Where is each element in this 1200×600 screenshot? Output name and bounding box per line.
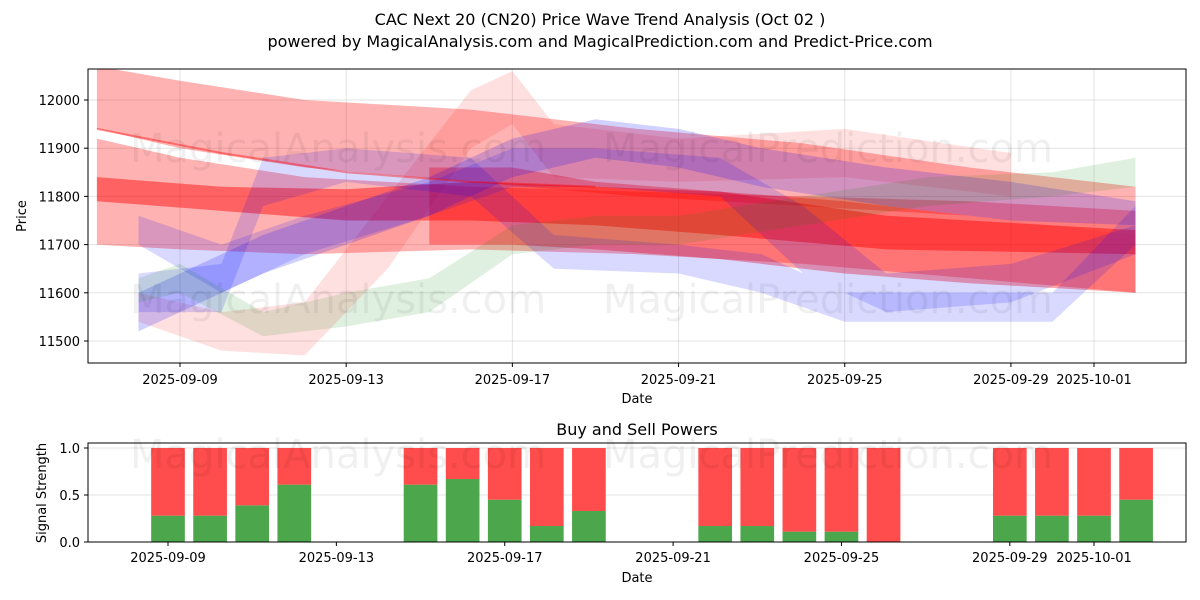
- sell-bar: [1035, 448, 1069, 516]
- bar-y-axis: 0.0 0.5 1.0: [59, 442, 88, 551]
- bar-x-tick-label: 2025-09-29: [972, 551, 1048, 566]
- wave-band-red-2: [96, 177, 1136, 255]
- buy-bar: [572, 510, 606, 542]
- sell-bar: [782, 448, 817, 532]
- bar-y-tick-label: 1.0: [59, 442, 80, 457]
- buy-bar: [403, 484, 438, 542]
- watermark-1: MagicalAnalysis.com: [130, 126, 546, 172]
- trend-line: [96, 127, 596, 188]
- price-x-tick-label: 2025-10-01: [1056, 373, 1132, 388]
- buy-bar: [1035, 515, 1069, 542]
- sell-bar: [529, 448, 564, 527]
- buy-bar: [277, 484, 312, 542]
- price-y-tick-label: 11700: [39, 239, 80, 254]
- sell-bar: [445, 448, 480, 480]
- buy-bar: [698, 526, 733, 542]
- bar-y-axis-label: Signal Strength: [35, 443, 50, 543]
- sell-bar: [277, 448, 312, 485]
- sell-bar: [1077, 448, 1111, 516]
- buy-bar: [235, 505, 270, 542]
- watermark-4: MagicalPrediction.com: [603, 277, 1053, 323]
- wave-band-red-4: [138, 71, 1011, 356]
- price-plot-frame: [87, 68, 1187, 364]
- buy-bar: [193, 515, 227, 542]
- buy-bar: [1077, 515, 1111, 542]
- wave-band-blue-7: [138, 148, 1136, 313]
- sell-bar: [235, 448, 270, 506]
- price-x-tick-label: 2025-09-09: [142, 373, 218, 388]
- buy-bar: [487, 499, 522, 542]
- bar-x-axis: 2025-09-09 2025-09-13 2025-09-17 2025-09-21…: [130, 542, 1132, 566]
- sell-bar: [824, 448, 859, 532]
- price-y-tick-label: 11800: [39, 190, 80, 205]
- buy-bar: [740, 526, 775, 542]
- price-x-tick-label: 2025-09-13: [308, 373, 384, 388]
- price-y-axis: 11500 11600 11700 11800 11900 12000: [39, 94, 88, 350]
- price-grid: [88, 69, 1186, 363]
- sell-bar: [866, 448, 901, 542]
- bar-x-tick-label: 2025-09-21: [635, 551, 711, 566]
- price-wave-plot: MagicalAnalysis.com MagicalPrediction.co…: [15, 68, 1187, 407]
- watermark-2: MagicalPrediction.com: [603, 126, 1053, 172]
- sell-bar: [193, 448, 227, 516]
- bar-plot-frame: [87, 442, 1187, 543]
- chart-title: CAC Next 20 (CN20) Price Wave Trend Anal…: [374, 10, 826, 29]
- sell-bar: [572, 448, 606, 511]
- price-y-tick-label: 11900: [39, 142, 80, 157]
- sell-bar: [992, 448, 1027, 516]
- wave-band-blue-5: [138, 119, 1136, 332]
- wave-band-blue-6: [138, 148, 1136, 322]
- price-y-tick-label: 11600: [39, 287, 80, 302]
- price-y-tick-label: 11500: [39, 335, 80, 350]
- buy-bar: [445, 479, 480, 542]
- watermark-3: MagicalAnalysis.com: [130, 277, 546, 323]
- price-y-tick-label: 12000: [39, 94, 80, 109]
- wave-band-red-0: [96, 69, 1136, 235]
- sell-bar: [487, 448, 522, 500]
- watermark-5: MagicalAnalysis.com: [130, 432, 546, 478]
- bars: [151, 448, 1153, 542]
- price-bands: [96, 69, 1136, 356]
- price-x-tick-label: 2025-09-21: [641, 373, 717, 388]
- buy-sell-plot: Buy and Sell Powers MagicalAnalysis.com …: [35, 420, 1187, 586]
- buy-bar: [1119, 499, 1153, 542]
- wave-band-green-8: [138, 157, 1136, 337]
- buy-bar: [992, 515, 1027, 542]
- buy-bar: [151, 515, 185, 542]
- price-x-axis: 2025-09-09 2025-09-13 2025-09-17 2025-09-21…: [142, 363, 1132, 388]
- price-x-tick-label: 2025-09-25: [807, 373, 883, 388]
- bar-y-tick-label: 0.0: [59, 536, 80, 551]
- bar-y-tick-label: 0.5: [59, 489, 80, 504]
- wave-band-red-3: [429, 167, 1136, 293]
- price-x-tick-label: 2025-09-29: [973, 373, 1049, 388]
- bar-x-tick-label: 2025-09-13: [299, 551, 375, 566]
- watermark-6: MagicalPrediction.com: [603, 432, 1053, 478]
- bar-x-tick-label: 2025-10-01: [1056, 551, 1132, 566]
- price-x-axis-label: Date: [621, 392, 652, 407]
- buy-bar: [824, 531, 859, 542]
- sell-bar: [1119, 448, 1153, 500]
- bar-chart-title: Buy and Sell Powers: [556, 420, 718, 439]
- bar-x-tick-label: 2025-09-09: [130, 551, 206, 566]
- bar-x-axis-label: Date: [621, 571, 652, 586]
- bar-x-tick-label: 2025-09-17: [467, 551, 543, 566]
- price-x-tick-label: 2025-09-17: [475, 373, 551, 388]
- buy-bar: [782, 531, 817, 542]
- buy-bar: [529, 526, 564, 542]
- wave-band-red-1: [96, 138, 1136, 293]
- sell-bar: [698, 448, 733, 527]
- price-y-axis-label: Price: [15, 200, 30, 232]
- sell-bar: [740, 448, 775, 527]
- chart-subtitle: powered by MagicalAnalysis.com and Magic…: [267, 32, 933, 51]
- sell-bar: [151, 448, 185, 516]
- sell-bar: [403, 448, 438, 485]
- bar-x-tick-label: 2025-09-25: [804, 551, 880, 566]
